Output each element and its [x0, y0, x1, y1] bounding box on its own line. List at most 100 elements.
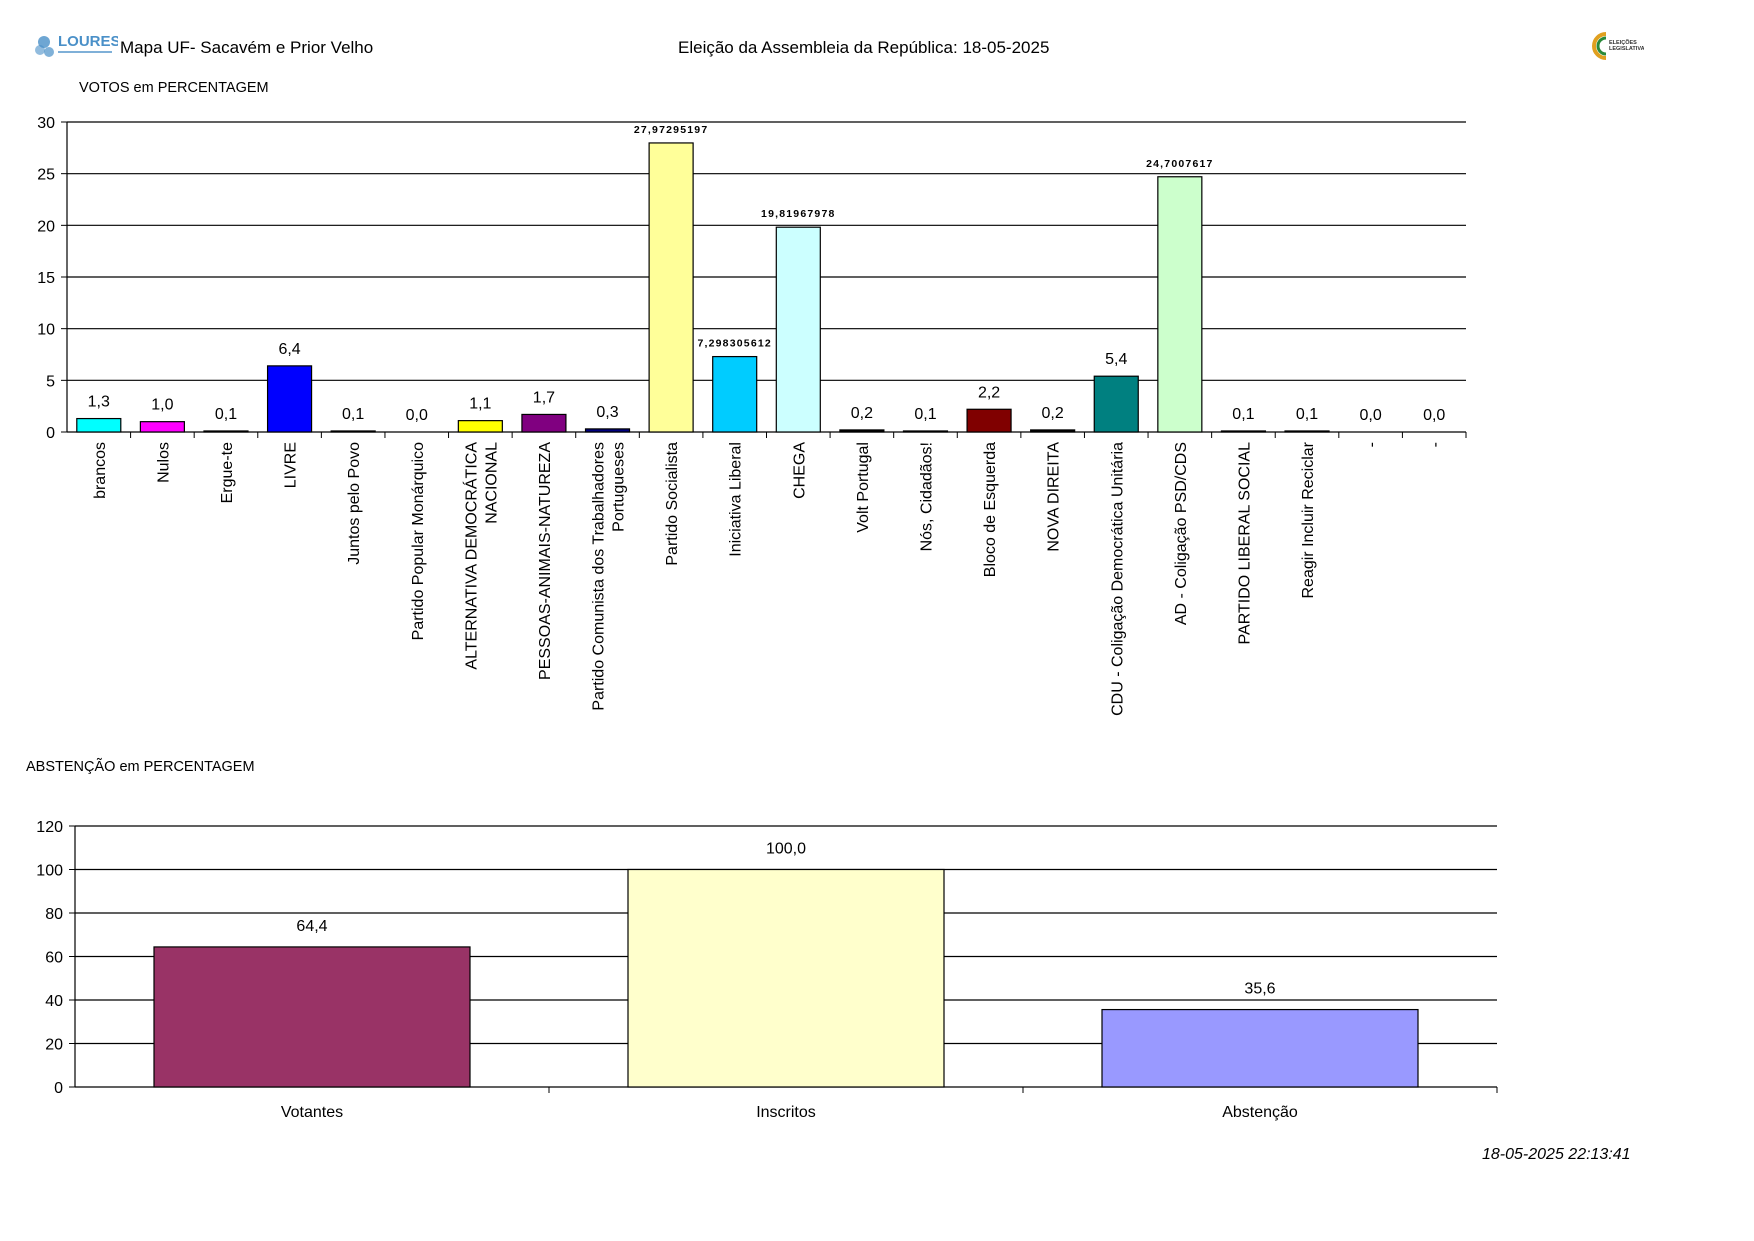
bar	[627, 868, 945, 1088]
data-label: 100,0	[766, 841, 806, 858]
data-label: 1,7	[533, 389, 555, 406]
bar	[1157, 176, 1203, 433]
svg-text:LEGISLATIVAS: LEGISLATIVAS	[1609, 46, 1644, 52]
category-label: Iniciativa Liberal	[728, 442, 745, 557]
category-label: Ergue-te	[219, 442, 236, 503]
data-label: 0,1	[914, 406, 936, 423]
y-tick-label: 25	[37, 167, 55, 184]
category-label: Votantes	[281, 1104, 343, 1121]
bar	[457, 420, 503, 433]
loures-logo-text: LOURES	[58, 33, 118, 50]
category-label: NOVA DIREITA	[1046, 442, 1063, 552]
bar	[1030, 429, 1076, 433]
category-label: -	[1364, 442, 1381, 447]
category-label: Juntos pelo Povo	[346, 442, 363, 565]
votes-chart: 0 5 10 15 20 25 30 1,3 brancos 1,0 Nulos 0,1 Ergue-t…	[37, 115, 1467, 716]
data-label: 2,2	[978, 384, 1000, 401]
abstention-chart-title: ABSTENÇÃO em PERCENTAGEM	[26, 759, 255, 775]
bar	[76, 417, 122, 433]
data-label: 19,81967978	[761, 208, 836, 220]
category-label: LIVRE	[283, 442, 300, 488]
election-title: Eleição da Assembleia da República: 18-0…	[678, 38, 1050, 57]
category-label: PARTIDO LIBERAL SOCIAL	[1236, 442, 1253, 645]
bar	[775, 226, 821, 433]
category-label: Volt Portugal	[855, 442, 872, 533]
bar	[966, 408, 1012, 433]
bar	[1101, 1008, 1419, 1088]
category-label: Nulos	[155, 442, 172, 483]
data-label: 0,1	[342, 406, 364, 423]
category-label: Abstenção	[1222, 1104, 1298, 1121]
bar	[902, 430, 949, 433]
bar	[153, 946, 471, 1088]
category-label: CDU - Coligação Democrática Unitária	[1109, 442, 1126, 716]
data-label: 0,3	[596, 404, 618, 421]
category-label: Partido Comunista dos Trabalhadores Portu…	[591, 442, 628, 711]
category-label: Bloco de Esquerda	[982, 442, 999, 577]
data-label: 0,0	[406, 407, 428, 424]
y-tick-label: 5	[46, 373, 55, 390]
bar	[1093, 375, 1139, 433]
data-label: 1,3	[88, 394, 110, 411]
y-tick-label: 30	[37, 115, 55, 132]
category-label: PESSOAS-ANIMAIS-NATUREZA	[537, 442, 554, 680]
bar	[584, 428, 631, 433]
y-tick-label: 0	[54, 1080, 63, 1097]
data-label: 6,4	[278, 341, 300, 358]
timestamp: 18-05-2025 22:13:41	[1482, 1146, 1631, 1163]
legislativas-logo-icon	[1592, 32, 1607, 60]
data-label: 64,4	[296, 918, 327, 935]
y-tick-label: 20	[37, 218, 55, 235]
bar	[521, 413, 567, 433]
data-label: 0,1	[215, 406, 237, 423]
y-tick-label: 10	[37, 322, 55, 339]
data-label: 0,0	[1359, 407, 1381, 424]
data-label: 0,2	[1042, 405, 1064, 422]
bar	[1284, 430, 1330, 433]
category-label: Nós, Cidadãos!	[918, 442, 935, 551]
bar	[712, 355, 758, 433]
category-label: AD - Coligação PSD/CDS	[1173, 442, 1190, 625]
svg-text:ELEIÇÕES: ELEIÇÕES	[1609, 39, 1637, 46]
bar	[266, 365, 313, 433]
y-tick-label: 80	[45, 906, 63, 923]
bar	[1220, 430, 1267, 433]
data-label: 27,97295197	[634, 124, 709, 136]
data-label: 0,1	[1232, 406, 1254, 423]
data-label: 24,7007617	[1146, 158, 1213, 170]
data-label: 0,0	[1423, 407, 1445, 424]
y-tick-label: 40	[45, 993, 63, 1010]
category-label: Inscritos	[756, 1104, 816, 1121]
y-tick-label: 20	[45, 1037, 63, 1054]
bar	[648, 142, 694, 433]
loures-logo: LOURES	[35, 33, 118, 57]
category-label: brancos	[92, 442, 109, 499]
data-label: 1,0	[151, 397, 173, 414]
bar	[139, 421, 185, 433]
y-tick-label: 15	[37, 270, 55, 287]
votes-chart-title: VOTOS em PERCENTAGEM	[79, 80, 269, 96]
legislativas-logo: ELEIÇÕES LEGISLATIVAS	[1592, 32, 1644, 60]
data-label: 0,1	[1296, 406, 1318, 423]
category-label: Partido Socialista	[664, 442, 681, 566]
category-label: ALTERNATIVA DEMOCRÁTICA NACIONAL	[461, 442, 500, 670]
data-label: 7,298305612	[697, 338, 772, 350]
y-tick-label: 100	[36, 863, 63, 880]
category-label: -	[1427, 442, 1444, 447]
y-tick-label: 0	[46, 425, 55, 442]
category-label: CHEGA	[791, 442, 808, 499]
category-label: Reagir Incluir Reciclar	[1300, 441, 1317, 598]
bar	[839, 429, 885, 433]
data-label: 5,4	[1105, 351, 1127, 368]
loures-logo-icon	[35, 36, 54, 57]
data-label: 35,6	[1244, 981, 1275, 998]
data-label: 0,2	[851, 405, 873, 422]
data-label: 1,1	[469, 396, 491, 413]
category-label: Partido Popular Monárquico	[410, 442, 427, 640]
map-title: Mapa UF- Sacavém e Prior Velho	[120, 38, 374, 57]
bar	[203, 430, 249, 433]
y-tick-label: 60	[45, 950, 63, 967]
bar	[330, 430, 376, 433]
y-tick-label: 120	[36, 819, 63, 836]
